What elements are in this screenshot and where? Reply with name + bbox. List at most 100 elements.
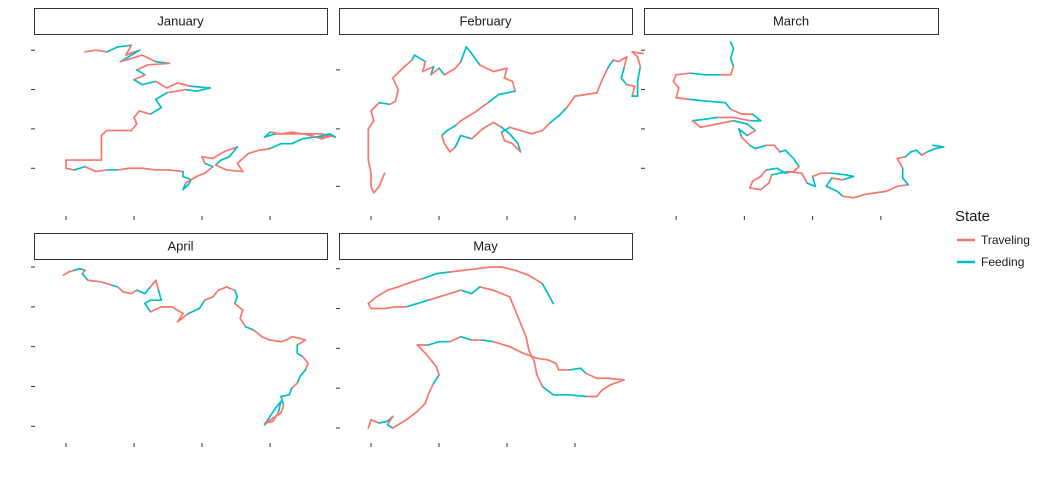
track-segment-january-traveling (84, 49, 97, 53)
track-segment-may-traveling (508, 296, 517, 312)
track-segment-january-feeding (269, 142, 282, 150)
track-segment-may-feeding (378, 420, 389, 424)
track-segment-april-traveling (280, 339, 288, 343)
track-segment-may-feeding (432, 374, 440, 385)
track-segment-january-traveling (203, 165, 214, 175)
track-segment-march-feeding (770, 172, 781, 176)
track-segment-april-feeding (296, 352, 304, 358)
track-segment-april-traveling (280, 403, 285, 414)
track-segment-april-feeding (198, 299, 206, 310)
track-segment-march-feeding (915, 149, 923, 157)
track-segment-march-traveling (675, 87, 680, 99)
track-segment-january-traveling (146, 62, 171, 66)
track-segment-january-traveling (168, 169, 184, 173)
track-segment-april-feeding (73, 267, 81, 272)
track-segment-january-traveling (138, 110, 152, 116)
track-segment-april-traveling (296, 339, 307, 346)
track-segment-january-feeding (182, 175, 193, 181)
track-segment-february-traveling (503, 77, 514, 83)
track-segment-february-feeding (410, 54, 416, 61)
track-segment-april-traveling (62, 271, 70, 277)
track-segment-may-traveling (449, 269, 465, 273)
track-segment-january-traveling (100, 129, 108, 137)
track-segment-february-feeding (459, 134, 473, 140)
panel-april: April (31, 233, 328, 447)
track-segment-may-feeding (405, 302, 419, 308)
track-segment-may-traveling (606, 377, 625, 381)
track-segment-april-traveling (154, 279, 160, 292)
track-segment-march-feeding (778, 149, 787, 153)
track-segment-february-traveling (511, 142, 522, 153)
track-segment-january-traveling (95, 49, 108, 53)
track-segment-may-feeding (546, 292, 555, 305)
track-segment-may-traveling (536, 357, 549, 361)
track-segment-january-traveling (176, 82, 193, 88)
track-segment-february-traveling (492, 121, 503, 129)
track-segment-may-traveling (527, 349, 536, 363)
track-segment-april-feeding (233, 289, 239, 298)
track-segment-march-traveling (748, 187, 762, 191)
track-segment-february-feeding (487, 93, 500, 104)
track-segment-february-traveling (400, 59, 413, 71)
track-segment-march-traveling (675, 96, 691, 101)
track-segment-march-traveling (740, 136, 751, 147)
track-segment-february-feeding (500, 126, 511, 134)
track-segment-january-traveling (141, 167, 157, 171)
legend-label-traveling: Traveling (981, 233, 1030, 247)
track-segment-april-feeding (299, 369, 307, 378)
track-segment-april-feeding (81, 272, 89, 282)
track-segment-february-traveling (617, 55, 628, 63)
track-segment-february-traveling (503, 67, 508, 79)
track-segment-february-traveling (421, 65, 435, 73)
track-segment-may-traveling (397, 281, 413, 288)
track-segment-january-traveling (165, 88, 187, 94)
track-segment-april-traveling (263, 420, 274, 424)
track-segment-february-traveling (492, 67, 508, 73)
track-segment-april-feeding (277, 400, 282, 414)
track-segment-february-feeding (549, 114, 560, 124)
track-segment-may-traveling (410, 277, 424, 283)
panel-title-february: February (459, 14, 512, 29)
track-segment-april-traveling (252, 329, 263, 338)
track-segment-april-traveling (239, 317, 247, 328)
track-segment-february-traveling (595, 78, 604, 94)
track-segment-may-traveling (438, 292, 451, 298)
track-segment-january-feeding (116, 44, 133, 48)
track-segment-february-feeding (620, 77, 628, 86)
panel-may: May (336, 233, 633, 447)
track-segment-may-traveling (525, 335, 530, 351)
track-segment-may-feeding (427, 340, 440, 346)
track-segment-january-feeding (195, 87, 212, 93)
track-segment-march-traveling (672, 80, 680, 89)
panel-title-april: April (167, 239, 193, 254)
track-segment-february-traveling (389, 100, 397, 106)
track-segment-march-traveling (896, 183, 910, 188)
track-segment-march-traveling (675, 72, 691, 76)
track-segment-april-traveling (130, 289, 138, 295)
track-segment-january-traveling (133, 110, 141, 119)
panel-title-march: March (773, 14, 809, 29)
track-segment-april-traveling (233, 302, 244, 312)
track-segment-february-traveling (601, 67, 609, 81)
track-segment-march-feeding (825, 177, 833, 188)
track-segment-march-traveling (885, 185, 899, 193)
track-segment-january-feeding (301, 136, 315, 140)
legend: State Traveling Feeding (955, 208, 1030, 269)
track-segment-may-traveling (416, 344, 427, 355)
track-segment-may-traveling (519, 322, 527, 338)
track-segment-april-feeding (78, 267, 86, 272)
track-segment-march-traveling (800, 172, 809, 184)
track-segment-january-feeding (220, 155, 231, 161)
track-segment-february-traveling (585, 91, 598, 96)
track-segment-may-traveling (386, 415, 394, 426)
track-segment-march-feeding (754, 144, 768, 150)
track-segment-march-feeding (904, 151, 912, 158)
track-segment-february-feeding (459, 46, 468, 63)
track-segment-january-traveling (65, 167, 76, 171)
track-segment-january-traveling (258, 147, 271, 152)
track-segment-march-feeding (738, 128, 743, 138)
track-segment-february-feeding (438, 67, 446, 76)
track-segment-march-feeding (825, 185, 839, 193)
track-segment-april-traveling (100, 281, 114, 287)
